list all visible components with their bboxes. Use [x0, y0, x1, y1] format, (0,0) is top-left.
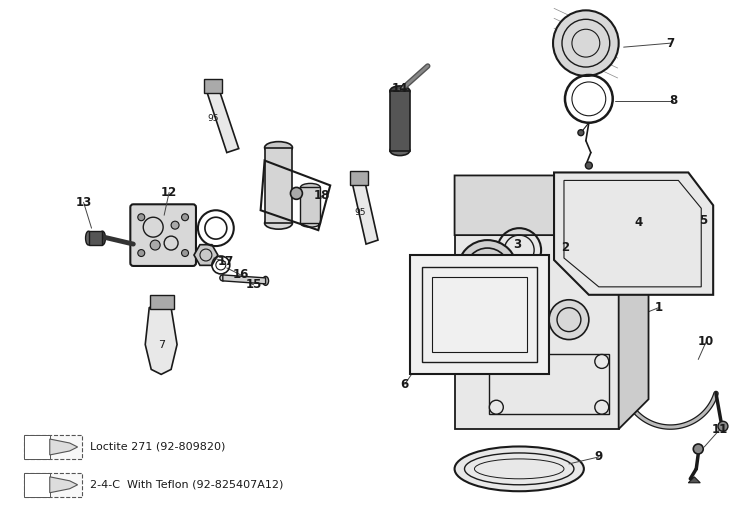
Bar: [581, 178, 680, 260]
Polygon shape: [454, 235, 619, 429]
Circle shape: [182, 214, 188, 221]
Text: 2-4-C  With Teflon (92-825407A12): 2-4-C With Teflon (92-825407A12): [89, 480, 283, 490]
Polygon shape: [688, 477, 700, 483]
Text: 8: 8: [669, 94, 677, 108]
Polygon shape: [410, 255, 549, 374]
Text: 11: 11: [712, 422, 728, 436]
Circle shape: [595, 400, 609, 414]
Circle shape: [490, 355, 503, 369]
Text: 15: 15: [245, 278, 262, 292]
Polygon shape: [352, 183, 378, 244]
FancyBboxPatch shape: [130, 204, 196, 266]
Text: Loctite 271 (92-809820): Loctite 271 (92-809820): [89, 442, 225, 452]
Bar: [204, 79, 222, 93]
Bar: [265, 147, 292, 223]
Bar: [24, 435, 82, 459]
Circle shape: [182, 250, 188, 256]
Circle shape: [578, 130, 584, 135]
Ellipse shape: [301, 184, 320, 191]
Text: 5: 5: [699, 214, 707, 227]
Text: 12: 12: [161, 186, 177, 199]
Polygon shape: [223, 275, 266, 284]
Text: 95: 95: [354, 208, 366, 217]
Text: 16: 16: [232, 268, 249, 281]
Circle shape: [693, 444, 703, 454]
Text: 7: 7: [34, 442, 40, 452]
Circle shape: [549, 300, 589, 340]
Polygon shape: [50, 477, 77, 493]
Ellipse shape: [262, 277, 268, 285]
Text: 9: 9: [595, 450, 603, 463]
Circle shape: [718, 421, 728, 431]
Text: 95: 95: [207, 114, 219, 123]
Ellipse shape: [301, 219, 320, 227]
Text: 4: 4: [634, 216, 643, 229]
Circle shape: [490, 243, 500, 253]
Circle shape: [290, 187, 302, 200]
Circle shape: [138, 214, 145, 221]
Polygon shape: [454, 175, 619, 235]
Bar: [350, 172, 368, 186]
Polygon shape: [50, 439, 77, 455]
Text: 2: 2: [561, 240, 569, 253]
Ellipse shape: [86, 231, 92, 245]
Text: 95: 95: [30, 480, 44, 490]
Text: 14: 14: [392, 82, 408, 96]
Text: 1: 1: [655, 301, 662, 314]
Ellipse shape: [390, 146, 410, 156]
Text: 18: 18: [314, 189, 331, 202]
Bar: [150, 295, 174, 309]
Circle shape: [490, 400, 503, 414]
Text: 6: 6: [400, 378, 409, 391]
Text: 7: 7: [666, 37, 674, 50]
Bar: [390, 91, 410, 150]
Text: 3: 3: [513, 238, 521, 251]
Polygon shape: [206, 89, 238, 153]
Bar: [301, 187, 320, 223]
Circle shape: [171, 221, 179, 229]
Circle shape: [150, 240, 160, 250]
Bar: [24, 473, 50, 497]
Bar: [24, 435, 50, 459]
Circle shape: [138, 250, 145, 256]
Ellipse shape: [454, 447, 584, 491]
Ellipse shape: [265, 142, 292, 154]
Ellipse shape: [100, 231, 106, 245]
Polygon shape: [146, 305, 177, 374]
Ellipse shape: [265, 217, 292, 229]
Polygon shape: [619, 205, 649, 429]
Ellipse shape: [390, 86, 410, 96]
Circle shape: [553, 10, 619, 76]
Circle shape: [595, 355, 609, 369]
Polygon shape: [554, 173, 713, 295]
Text: 7: 7: [158, 340, 166, 349]
Text: 17: 17: [217, 255, 234, 268]
Ellipse shape: [220, 275, 226, 281]
Circle shape: [458, 240, 518, 300]
Text: 13: 13: [76, 196, 92, 209]
Circle shape: [585, 162, 592, 169]
Bar: [88, 231, 103, 245]
Text: 10: 10: [698, 335, 714, 348]
Bar: [586, 184, 676, 255]
Bar: [24, 473, 82, 497]
